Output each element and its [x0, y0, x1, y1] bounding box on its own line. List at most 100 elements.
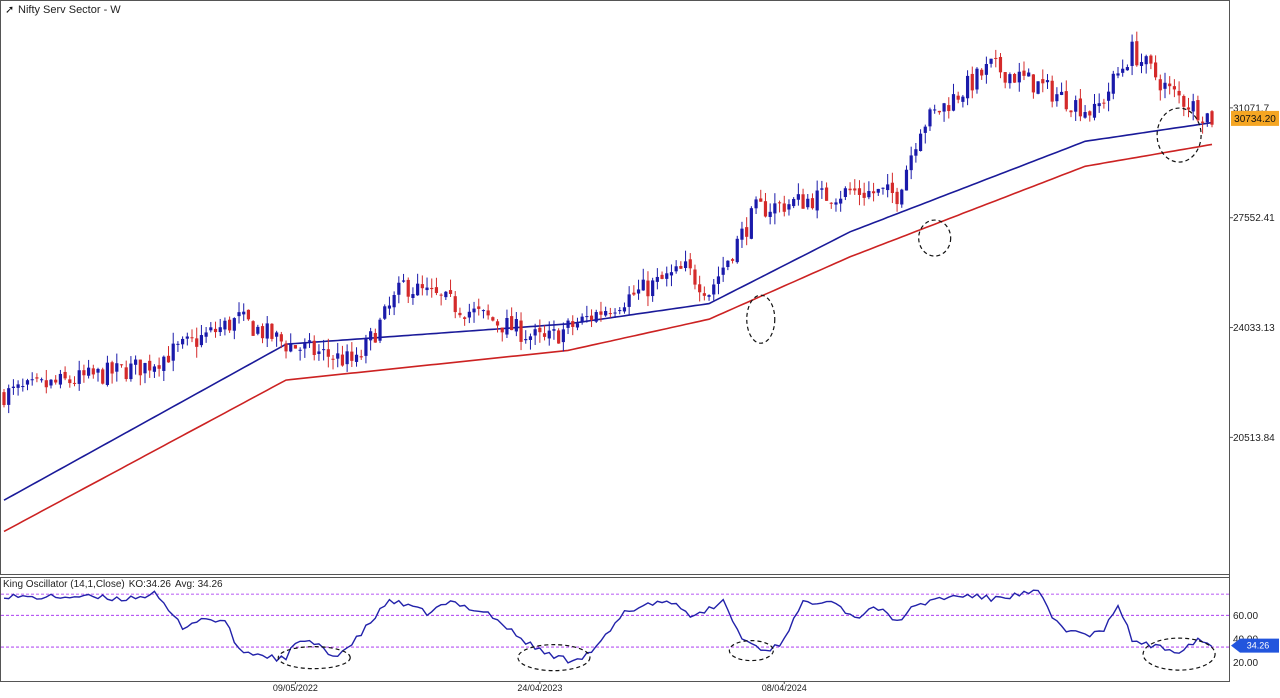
candle: [284, 340, 288, 359]
candle-body: [1182, 96, 1186, 107]
candle: [1074, 95, 1078, 121]
candle: [1186, 97, 1191, 118]
candle-body: [1083, 112, 1087, 118]
candle-body: [890, 182, 894, 194]
candle: [44, 369, 48, 394]
candle-body: [1059, 91, 1064, 95]
candle-body: [651, 280, 655, 297]
candle: [260, 323, 265, 344]
time-axis-label: 24/04/2023: [517, 683, 562, 693]
candle-body: [834, 202, 838, 205]
candle: [213, 321, 218, 338]
candle-body: [1172, 86, 1176, 90]
oscillator-name: King Oscillator (14,1,Close): [3, 579, 125, 590]
candle-body: [665, 273, 669, 279]
candle: [472, 301, 476, 323]
candle-body: [900, 189, 904, 205]
candle: [542, 325, 547, 341]
candle-body: [519, 320, 523, 342]
candle: [354, 347, 359, 367]
candle-body: [35, 377, 39, 379]
price-axis-label: 20513.84: [1233, 433, 1275, 444]
candle-body: [641, 279, 645, 291]
candle: [524, 330, 528, 344]
candle-body: [627, 294, 631, 307]
time-axis-label: 09/05/2022: [273, 683, 318, 693]
candle: [933, 104, 937, 114]
candle: [387, 296, 392, 316]
candle-body: [115, 363, 119, 372]
candle-body: [599, 311, 603, 315]
candle-body: [566, 320, 570, 328]
candle-body: [1139, 62, 1144, 66]
candle: [552, 320, 556, 340]
candle-body: [1097, 103, 1101, 107]
candle-body: [839, 198, 843, 204]
candle-body: [1125, 67, 1129, 71]
chart-title: Nifty Serv Sector - W: [18, 4, 121, 16]
oscillator-ellipse-annotation: [1142, 637, 1216, 671]
candle: [608, 307, 612, 318]
candle: [486, 304, 490, 320]
candle: [519, 312, 523, 351]
candle: [613, 308, 617, 319]
candle: [571, 315, 575, 336]
candle: [641, 268, 645, 291]
candle-body: [989, 58, 993, 64]
candle: [129, 356, 133, 382]
candle-body: [1196, 100, 1200, 121]
candle: [152, 364, 157, 378]
candle: [749, 206, 753, 240]
candle-body: [1177, 90, 1181, 96]
candle-body: [25, 380, 30, 385]
candle-body: [585, 316, 589, 318]
candle: [256, 324, 260, 336]
candle: [458, 307, 462, 318]
candle: [30, 372, 34, 386]
candle-body: [406, 279, 410, 297]
price-axis: 31071.7 27552.41 24033.13 20513.84: [1229, 103, 1275, 444]
candle-body: [303, 343, 307, 349]
candle: [975, 67, 979, 94]
candle-body: [730, 259, 735, 261]
candle: [491, 316, 495, 322]
candle-body: [542, 333, 547, 337]
candle: [157, 357, 161, 377]
candle-body: [881, 187, 885, 189]
candle: [228, 316, 232, 333]
candle-body: [632, 292, 636, 295]
candle: [185, 332, 189, 346]
candle: [876, 188, 880, 196]
oscillator-avg: Avg: 34.26: [174, 579, 223, 590]
candle: [1097, 93, 1101, 113]
candle: [430, 278, 434, 298]
candle: [1022, 61, 1026, 81]
candle-body: [1200, 121, 1205, 123]
candle-body: [810, 198, 815, 209]
candle: [782, 195, 786, 217]
candle-body: [951, 94, 956, 111]
candle: [740, 221, 744, 248]
candle: [1177, 81, 1181, 104]
candle-body: [256, 326, 260, 334]
candle-body: [1008, 74, 1012, 84]
candle: [444, 290, 448, 300]
candle-body: [655, 276, 659, 282]
last-price-value: 30734.20: [1234, 114, 1276, 125]
candle-body: [895, 191, 899, 205]
candle-body: [40, 379, 44, 381]
candle-body: [411, 294, 415, 298]
candle-body: [876, 188, 880, 193]
candle: [994, 49, 998, 68]
candle: [434, 277, 439, 296]
candle-body: [401, 280, 406, 282]
candle-body: [68, 379, 72, 384]
oscillator-title: King Oscillator (14,1,Close) KO:34.26 Avg:…: [3, 579, 227, 590]
candle: [693, 264, 697, 290]
candle: [528, 333, 533, 350]
candle: [951, 83, 956, 112]
last-oscillator-tag: 34.26: [1231, 638, 1279, 653]
pointer-icon: ➚: [5, 4, 15, 16]
candle-body: [961, 96, 965, 102]
candle: [538, 319, 542, 343]
